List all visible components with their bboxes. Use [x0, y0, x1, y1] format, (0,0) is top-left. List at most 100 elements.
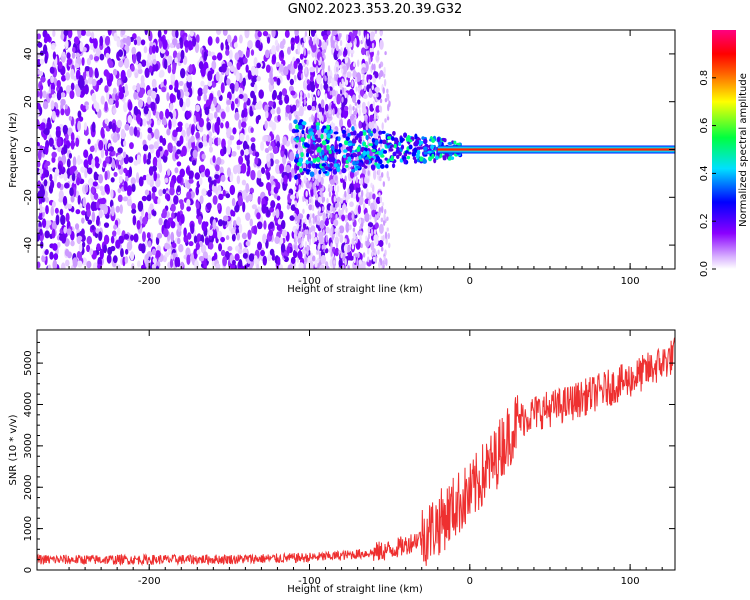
spectrogram-x-tick-label: -200: [138, 276, 161, 287]
spectrogram-noise-mark: [212, 195, 218, 205]
spectrogram-noise-mark: [39, 84, 44, 91]
spectrogram-noise-mark: [162, 39, 168, 50]
snr-y-label: SNR (10 * v/v): [8, 414, 19, 485]
spectrogram-noise-mark: [75, 209, 81, 215]
spectrogram-noise-mark: [83, 79, 89, 86]
spectrogram-noise-mark: [270, 200, 276, 209]
spectrogram-noise-mark: [347, 212, 353, 221]
spectrogram-noise-mark: [203, 84, 209, 91]
spectrogram-noise-mark: [104, 183, 110, 192]
spectrogram-faint-mark: [313, 58, 317, 65]
spectrogram-noise-mark: [167, 65, 172, 74]
spectrogram-noise-mark: [126, 68, 132, 78]
spectrogram-noise-mark: [198, 117, 204, 128]
spectrogram-noise-mark: [44, 169, 50, 178]
spectrogram-faint-mark: [327, 187, 331, 192]
spectrogram-noise-mark: [247, 39, 253, 49]
colorbar-tick-label: 0.6: [699, 118, 710, 134]
spectrogram-signal-mark: [380, 164, 385, 169]
spectrogram-noise-mark: [107, 30, 112, 36]
spectrogram-noise-mark: [276, 77, 281, 86]
spectrogram-faint-mark: [310, 252, 313, 258]
spectrogram-noise-mark: [155, 178, 161, 188]
spectrogram-noise-mark: [348, 255, 354, 261]
spectrogram-noise-mark: [207, 255, 212, 262]
spectrogram-faint-mark: [308, 216, 311, 224]
spectrogram-faint-mark: [303, 48, 307, 56]
colorbar-gradient: [712, 30, 736, 269]
spectrogram-faint-mark: [323, 48, 327, 53]
spectrogram-noise-mark: [242, 201, 246, 213]
spectrogram-noise-mark: [245, 183, 250, 194]
spectrogram-noise-mark: [292, 142, 296, 149]
spectrogram-faint-mark: [358, 179, 362, 184]
spectrogram-faint-mark: [335, 66, 339, 72]
spectrogram-noise-mark: [148, 65, 153, 73]
spectrogram-noise-mark: [372, 193, 376, 200]
spectrogram-noise-mark: [208, 229, 214, 237]
spectrogram-noise-mark: [257, 241, 263, 251]
spectrogram-noise-mark: [234, 204, 240, 213]
spectrogram-noise-mark: [241, 232, 247, 240]
spectrogram-faint-mark: [341, 61, 344, 67]
spectrogram-noise-mark: [232, 127, 237, 135]
spectrogram-faint-mark: [367, 170, 370, 176]
spectrogram-noise-mark: [89, 145, 95, 153]
spectrogram-noise-mark: [133, 126, 138, 137]
spectrogram-noise-mark: [55, 214, 60, 226]
spectrogram-noise-mark: [325, 226, 330, 234]
snr-y-tick-label: 1000: [23, 516, 34, 541]
spectrogram-faint-mark: [360, 177, 364, 185]
spectrogram-faint-mark: [319, 56, 322, 64]
spectrogram-noise-mark: [42, 44, 48, 55]
spectrogram-noise-mark: [142, 144, 149, 152]
spectrogram-noise-mark: [226, 126, 232, 136]
spectrogram-noise-mark: [203, 93, 208, 102]
spectrogram-noise-mark: [213, 252, 218, 262]
spectrogram-noise-mark: [70, 240, 75, 247]
spectrogram-faint-mark: [316, 181, 320, 186]
spectrogram-faint-mark: [362, 252, 366, 258]
spectrogram-faint-mark: [383, 66, 386, 75]
spectrogram-noise-mark: [286, 204, 290, 210]
spectrogram-noise-mark: [68, 115, 73, 121]
spectrogram-faint-mark: [358, 94, 361, 99]
spectrogram-noise-mark: [71, 172, 76, 182]
spectrogram-noise-mark: [179, 97, 184, 108]
spectrogram-faint-mark: [334, 81, 338, 87]
spectrogram-noise-mark: [87, 167, 93, 175]
spectrogram-noise-mark: [87, 138, 91, 145]
snr-y-tick-label: 3000: [23, 433, 34, 458]
spectrogram-faint-mark: [378, 168, 381, 176]
spectrogram-noise-mark: [357, 99, 361, 105]
spectrogram-noise-mark: [290, 168, 295, 178]
spectrogram-noise-mark: [147, 127, 153, 134]
spectrogram-faint-mark: [386, 216, 389, 221]
spectrogram-noise-mark: [208, 146, 213, 153]
spectrogram-noise-mark: [76, 250, 83, 259]
spectrogram-faint-mark: [350, 192, 354, 199]
spectrogram-noise-mark: [233, 42, 238, 49]
spectrogram-faint-mark: [295, 228, 298, 236]
spectrogram-noise-mark: [99, 248, 104, 260]
spectrogram-faint-mark: [307, 50, 311, 55]
spectrogram-noise-mark: [188, 241, 194, 247]
spectrogram-noise-mark: [46, 220, 52, 226]
spectrogram-noise-mark: [95, 228, 100, 234]
spectrogram-faint-mark: [349, 162, 352, 168]
spectrogram-faint-mark: [339, 64, 342, 70]
spectrogram-noise-mark: [51, 156, 56, 163]
spectrogram-noise-mark: [157, 30, 162, 39]
spectrogram-faint-mark: [347, 42, 351, 51]
spectrogram-faint-mark: [382, 234, 385, 242]
spectrogram-noise-mark: [80, 166, 85, 173]
spectrogram-noise-mark: [278, 264, 283, 269]
spectrogram-faint-mark: [312, 182, 315, 190]
snr-y-tick-label: 4000: [23, 392, 34, 417]
spectrogram-faint-mark: [338, 109, 342, 114]
spectrogram-signal-mark: [381, 130, 386, 135]
spectrogram-signal-mark: [419, 156, 424, 162]
spectrogram-signal-mark: [374, 139, 379, 146]
spectrogram-noise-mark: [37, 261, 41, 269]
spectrogram-faint-mark: [384, 249, 387, 256]
